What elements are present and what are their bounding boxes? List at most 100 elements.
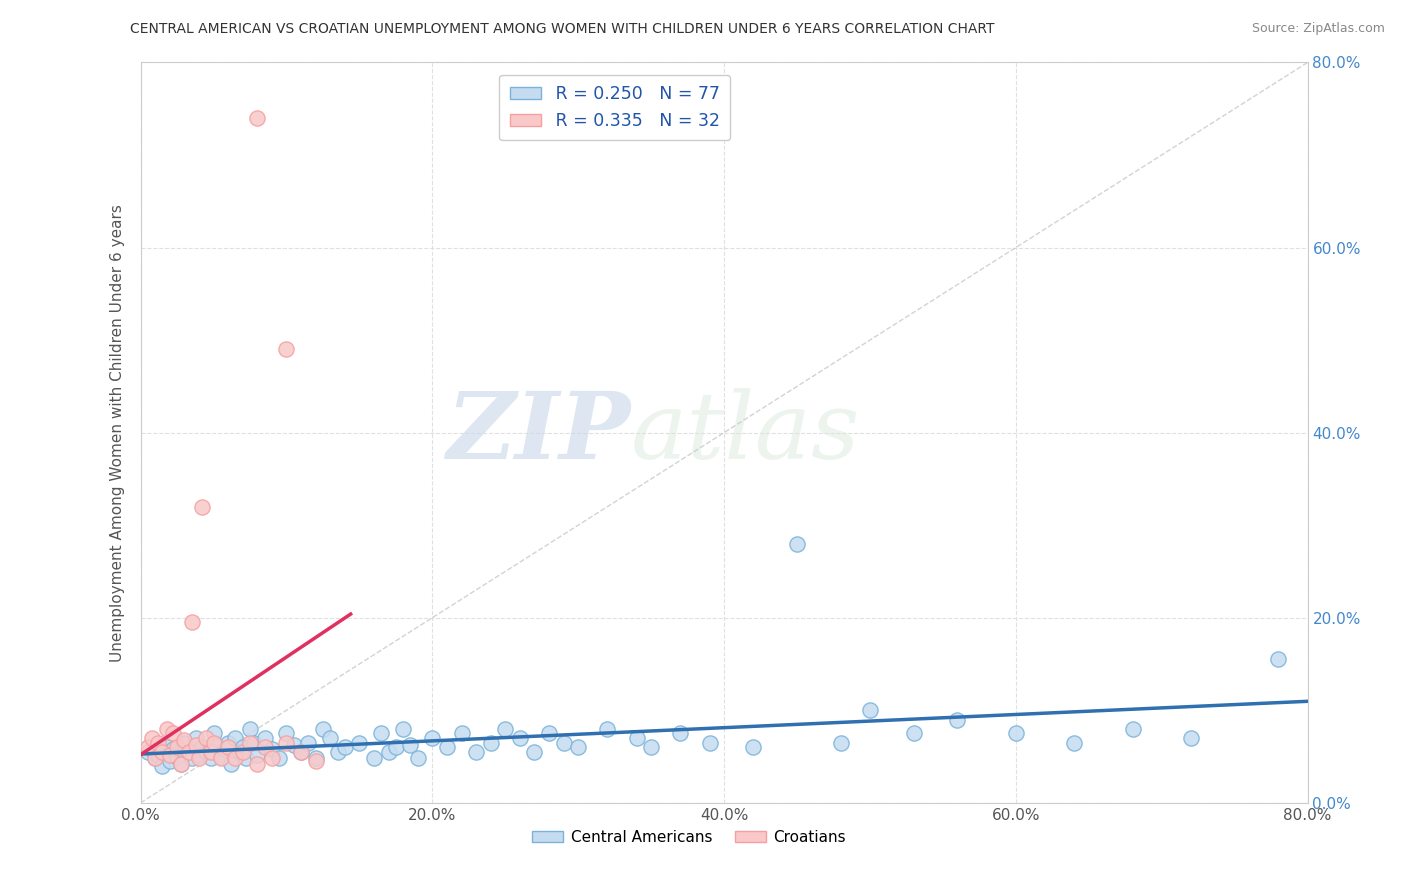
Point — [170, 756, 193, 771]
Point — [370, 726, 392, 740]
Point — [143, 751, 166, 765]
Point — [200, 751, 222, 765]
Point — [184, 739, 207, 753]
Point — [669, 726, 692, 740]
Point — [177, 745, 200, 759]
Point — [436, 740, 458, 755]
Point — [1122, 722, 1144, 736]
Point — [152, 745, 174, 759]
Point — [538, 726, 561, 740]
Point — [406, 751, 429, 765]
Point — [479, 736, 502, 750]
Point — [509, 731, 531, 745]
Point — [146, 747, 169, 762]
Point — [243, 736, 266, 750]
Point — [246, 111, 269, 125]
Point — [260, 742, 283, 756]
Point — [699, 736, 721, 750]
Point — [188, 751, 211, 765]
Point — [209, 751, 232, 765]
Point — [283, 739, 305, 753]
Point — [136, 740, 159, 755]
Point — [229, 745, 252, 759]
Point — [903, 726, 925, 740]
Point — [742, 740, 765, 755]
Point — [217, 740, 239, 755]
Point — [786, 536, 808, 550]
Point — [177, 745, 200, 759]
Point — [626, 731, 648, 745]
Point — [312, 722, 335, 736]
Point — [290, 745, 312, 759]
Point — [235, 751, 257, 765]
Point — [946, 713, 969, 727]
Point — [523, 745, 546, 759]
Point — [246, 747, 269, 762]
Point — [385, 740, 408, 755]
Point — [166, 740, 188, 755]
Point — [246, 756, 269, 771]
Point — [253, 731, 276, 745]
Point — [162, 726, 184, 740]
Point — [173, 732, 195, 747]
Point — [232, 740, 254, 755]
Point — [1180, 731, 1202, 745]
Point — [1063, 736, 1085, 750]
Point — [392, 722, 415, 736]
Point — [184, 731, 207, 745]
Point — [319, 731, 342, 745]
Point — [276, 726, 298, 740]
Point — [173, 736, 195, 750]
Point — [191, 500, 214, 514]
Point — [596, 722, 619, 736]
Point — [276, 736, 298, 750]
Point — [450, 726, 472, 740]
Point — [136, 745, 159, 759]
Text: Source: ZipAtlas.com: Source: ZipAtlas.com — [1251, 22, 1385, 36]
Point — [180, 615, 202, 630]
Point — [219, 756, 242, 771]
Text: atlas: atlas — [631, 388, 860, 477]
Text: CENTRAL AMERICAN VS CROATIAN UNEMPLOYMENT AMONG WOMEN WITH CHILDREN UNDER 6 YEAR: CENTRAL AMERICAN VS CROATIAN UNEMPLOYMEN… — [131, 22, 994, 37]
Point — [399, 739, 422, 753]
Point — [156, 740, 179, 755]
Point — [349, 736, 371, 750]
Point — [305, 751, 328, 765]
Point — [422, 731, 444, 745]
Point — [305, 754, 328, 768]
Point — [333, 740, 356, 755]
Point — [253, 740, 276, 755]
Y-axis label: Unemployment Among Women with Children Under 6 years: Unemployment Among Women with Children U… — [110, 203, 125, 662]
Point — [202, 726, 225, 740]
Point — [239, 722, 262, 736]
Point — [195, 731, 218, 745]
Point — [363, 751, 385, 765]
Point — [195, 745, 218, 759]
Point — [553, 736, 575, 750]
Point — [217, 736, 239, 750]
Point — [141, 731, 163, 745]
Point — [377, 745, 399, 759]
Point — [156, 722, 179, 736]
Point — [465, 745, 488, 759]
Point — [188, 747, 211, 762]
Point — [290, 745, 312, 759]
Point — [640, 740, 662, 755]
Point — [326, 745, 349, 759]
Point — [830, 736, 852, 750]
Point — [146, 736, 169, 750]
Point — [191, 740, 214, 755]
Point — [567, 740, 589, 755]
Text: ZIP: ZIP — [447, 388, 631, 477]
Point — [297, 736, 319, 750]
Point — [1005, 726, 1028, 740]
Point — [269, 751, 291, 765]
Point — [143, 751, 166, 765]
Point — [224, 731, 246, 745]
Point — [202, 736, 225, 750]
Point — [159, 747, 181, 762]
Point — [276, 343, 298, 357]
Point — [232, 745, 254, 759]
Point — [180, 751, 202, 765]
Point — [205, 739, 228, 753]
